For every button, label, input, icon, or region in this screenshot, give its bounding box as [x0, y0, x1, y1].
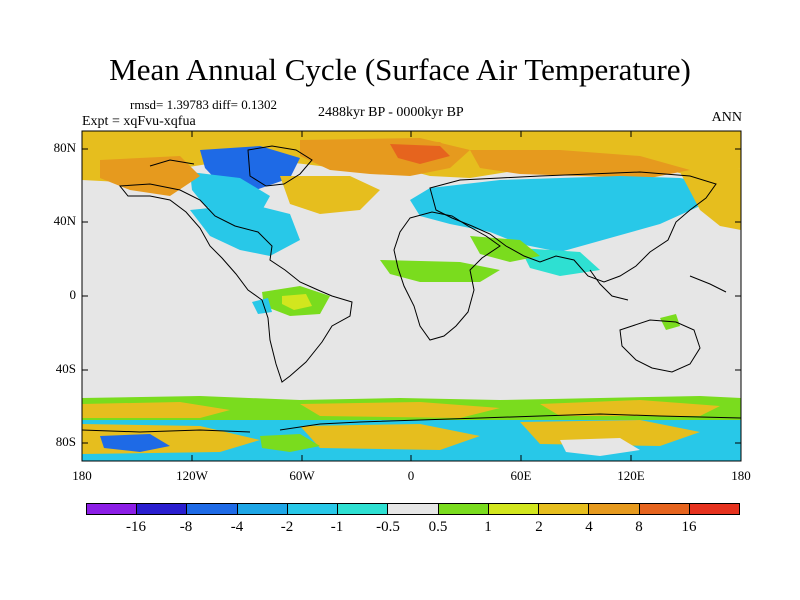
coastlines — [82, 145, 741, 433]
y-label-40s: 40S — [55, 361, 76, 376]
colorbar-swatch — [689, 504, 740, 514]
colorbar-swatch — [338, 504, 389, 514]
antarctic-green — [260, 434, 320, 452]
colorbar-label: 8 — [635, 519, 643, 535]
colorbar-swatch — [539, 504, 590, 514]
antarctic-orange-3 — [520, 420, 700, 446]
colorbar-label: 4 — [585, 519, 593, 535]
colorbar-swatch — [87, 504, 138, 514]
colorbar-label: -4 — [230, 519, 244, 535]
colorbar-swatch — [287, 504, 339, 514]
south-america-cool — [252, 298, 272, 314]
x-label-60w: 60W — [289, 468, 315, 483]
colorbar-swatch — [137, 504, 188, 514]
colorbar-swatch — [237, 504, 288, 514]
eurasia-cool — [410, 176, 720, 252]
experiment-label: Expt = xqFvu-xqfua — [82, 114, 196, 129]
y-label-40n: 40N — [53, 213, 76, 228]
colorbar-swatch — [438, 504, 489, 514]
axis-ticks — [81, 131, 742, 461]
eurasia-cool-2 — [520, 248, 600, 276]
southern-ocean-orange-2 — [300, 402, 500, 418]
x-label-120e: 120E — [617, 468, 645, 483]
plot-title: Mean Annual Cycle (Surface Air Temperatu… — [109, 52, 691, 87]
colorbar-swatch — [589, 504, 640, 514]
temperature-field — [82, 131, 741, 461]
antarctic-neutral — [560, 438, 640, 456]
colorbar-label: -0.5 — [376, 519, 400, 535]
north-africa-green — [380, 260, 500, 282]
colorbar-swatch — [388, 504, 439, 514]
x-label-180e: 180 — [731, 468, 751, 483]
y-label-80s: 80S — [55, 434, 76, 449]
y-label-0: 0 — [69, 287, 77, 302]
colorbar-label: -2 — [280, 519, 294, 535]
x-label-60e: 60E — [510, 468, 532, 483]
antarctic-blue — [100, 434, 170, 452]
colorbar-swatch — [639, 504, 690, 514]
colorbar-swatch — [187, 504, 238, 514]
colorbar-label: 16 — [681, 519, 697, 535]
x-label-180w: 180 — [72, 468, 92, 483]
atlantic-warm — [280, 176, 380, 214]
amazon-yellow — [282, 294, 312, 310]
x-label-0: 0 — [407, 468, 415, 483]
colorbar-label: -16 — [126, 519, 146, 535]
colorbar-swatch — [488, 504, 540, 514]
y-label-80n: 80N — [53, 140, 76, 155]
siberia-warm — [470, 150, 690, 178]
southern-ocean-orange — [82, 402, 230, 418]
asia-warm-east — [680, 168, 741, 230]
season-label: ANN — [711, 110, 742, 125]
colorbar-label: -1 — [330, 519, 344, 535]
colorbar-label: -8 — [179, 519, 193, 535]
arctic-hot-patch-3 — [390, 144, 450, 164]
colorbar-label: 0.5 — [428, 519, 448, 535]
antarctic-orange-2 — [300, 424, 480, 450]
colorbar-label: 1 — [484, 519, 492, 535]
colorbar-label: 2 — [535, 519, 543, 535]
period-label: 2488kyr BP - 0000kyr BP — [318, 105, 464, 120]
stats-label: rmsd= 1.39783 diff= 0.1302 — [130, 97, 277, 112]
southern-ocean-orange-3 — [540, 400, 720, 416]
x-label-120w: 120W — [176, 468, 208, 483]
colorbar — [86, 503, 740, 515]
